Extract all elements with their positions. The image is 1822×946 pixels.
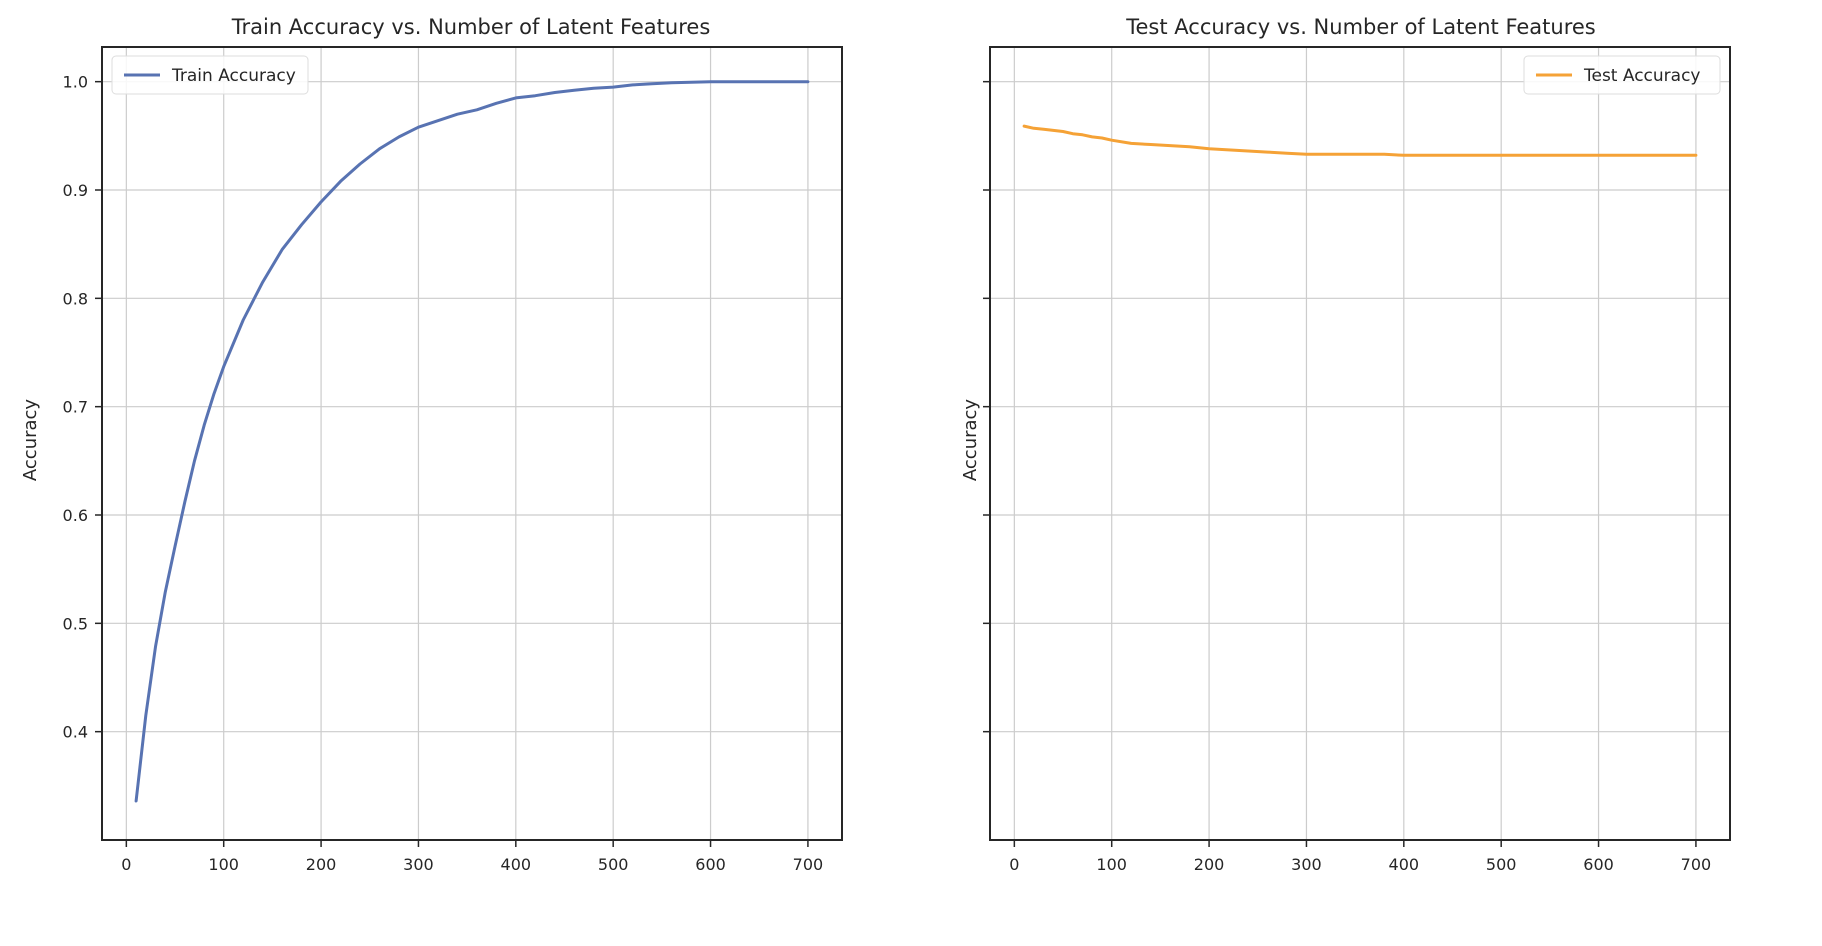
test-accuracy-panel: Test Accuracy vs. Number of Latent Featu… bbox=[960, 15, 1731, 874]
test-legend: Test Accuracy bbox=[1523, 55, 1721, 95]
train-y-tick-label-2: 0.6 bbox=[63, 506, 88, 525]
train-y-tick-label-3: 0.7 bbox=[63, 398, 88, 417]
test-chart-title: Test Accuracy vs. Number of Latent Featu… bbox=[1125, 15, 1596, 39]
test-legend-label: Test Accuracy bbox=[1583, 66, 1701, 86]
train-x-tick-label-2: 200 bbox=[306, 855, 337, 874]
train-series-line-0 bbox=[134, 80, 810, 803]
train-x-tick-label-6: 600 bbox=[695, 855, 726, 874]
train-x-tick-label-7: 700 bbox=[793, 855, 824, 874]
train-accuracy-panel: Train Accuracy vs. Number of Latent Feat… bbox=[20, 15, 843, 874]
test-x-tick-label-2: 200 bbox=[1194, 855, 1225, 874]
train-x-tick-label-4: 400 bbox=[501, 855, 532, 874]
train-y-tick-label-6: 1.0 bbox=[63, 73, 88, 92]
train-y-tick-label-1: 0.5 bbox=[63, 614, 88, 633]
train-y-tick-label-4: 0.8 bbox=[63, 289, 88, 308]
train-legend: Train Accuracy bbox=[111, 55, 309, 95]
train-x-tick-label-5: 500 bbox=[598, 855, 629, 874]
train-plot-frame bbox=[101, 46, 843, 841]
test-series-line-0 bbox=[1022, 124, 1698, 157]
train-y-axis: 0.4 0.5 0.6 0.7 0.8 0.9 1.0 bbox=[63, 73, 102, 742]
train-chart-title: Train Accuracy vs. Number of Latent Feat… bbox=[231, 15, 711, 39]
test-x-tick-label-3: 300 bbox=[1291, 855, 1322, 874]
test-x-tick-label-6: 600 bbox=[1583, 855, 1614, 874]
train-x-tick-label-1: 100 bbox=[208, 855, 239, 874]
train-x-axis: 0 100 200 300 400 500 600 700 bbox=[121, 840, 823, 874]
train-gridlines bbox=[102, 47, 842, 840]
test-y-axis-label: Accuracy bbox=[960, 399, 981, 482]
test-plot-frame bbox=[989, 46, 1731, 841]
test-x-axis: 0 100 200 300 400 500 600 700 bbox=[1009, 840, 1711, 874]
test-x-tick-label-1: 100 bbox=[1096, 855, 1127, 874]
test-y-axis bbox=[983, 80, 990, 733]
test-x-tick-label-7: 700 bbox=[1681, 855, 1712, 874]
test-gridlines bbox=[990, 47, 1730, 840]
test-x-tick-label-4: 400 bbox=[1389, 855, 1420, 874]
test-x-tick-label-0: 0 bbox=[1009, 855, 1019, 874]
train-x-tick-label-0: 0 bbox=[121, 855, 131, 874]
test-legend-box bbox=[1523, 55, 1721, 95]
train-y-axis-label: Accuracy bbox=[20, 399, 41, 482]
test-x-tick-label-5: 500 bbox=[1486, 855, 1517, 874]
train-legend-label: Train Accuracy bbox=[171, 66, 296, 86]
train-y-tick-label-5: 0.9 bbox=[63, 181, 88, 200]
train-legend-box bbox=[111, 55, 309, 95]
train-x-tick-label-3: 300 bbox=[403, 855, 434, 874]
train-y-tick-label-0: 0.4 bbox=[63, 723, 88, 742]
